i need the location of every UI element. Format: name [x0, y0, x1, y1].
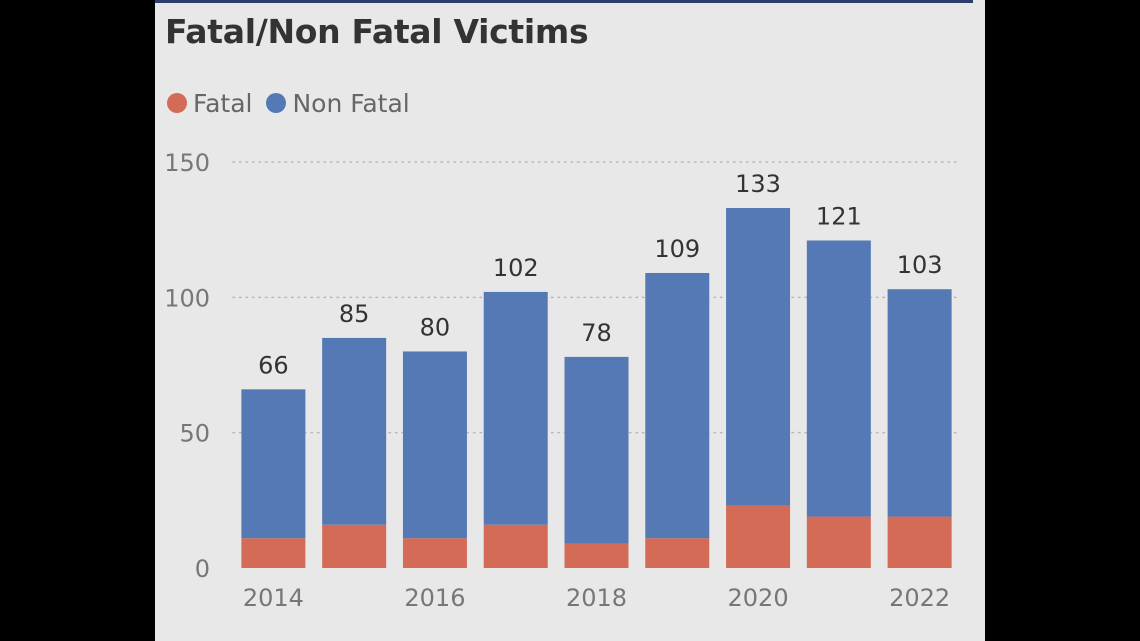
- panel-top-border: [155, 0, 973, 3]
- bar-non-fatal-2021[interactable]: [806, 240, 871, 517]
- bar-non-fatal-2017[interactable]: [483, 291, 548, 525]
- data-label-total: 102: [493, 254, 539, 282]
- bar-non-fatal-2020[interactable]: [726, 208, 791, 506]
- bar-fatal-2022[interactable]: [887, 516, 952, 568]
- bar-fatal-2015[interactable]: [322, 524, 387, 568]
- y-tick-label: 150: [164, 149, 210, 177]
- bar-fatal-2016[interactable]: [402, 538, 467, 568]
- data-label-total: 85: [339, 300, 370, 328]
- data-label-total: 109: [654, 235, 700, 263]
- bar-fatal-2014[interactable]: [241, 538, 306, 568]
- bar-fatal-2017[interactable]: [483, 524, 548, 568]
- bar-non-fatal-2019[interactable]: [645, 272, 710, 539]
- legend-item-non-fatal[interactable]: Non Fatal: [266, 88, 410, 118]
- x-tick-label: 2022: [889, 584, 950, 612]
- y-tick-label: 50: [179, 420, 210, 448]
- x-tick-label: 2018: [566, 584, 627, 612]
- bar-non-fatal-2022[interactable]: [887, 289, 952, 517]
- legend-label-non-fatal: Non Fatal: [292, 88, 410, 118]
- chart-panel: Fatal/Non Fatal Victims Fatal Non Fatal …: [155, 0, 985, 641]
- data-label-total: 80: [420, 313, 451, 341]
- legend-dot-non-fatal-icon: [266, 93, 287, 113]
- x-tick-label: 2020: [728, 584, 789, 612]
- bar-fatal-2019[interactable]: [645, 538, 710, 568]
- bar-non-fatal-2014[interactable]: [241, 389, 306, 539]
- bar-non-fatal-2015[interactable]: [322, 337, 387, 525]
- data-label-total: 66: [258, 351, 289, 379]
- bar-fatal-2018[interactable]: [564, 543, 629, 568]
- bar-chart: 0 50 100 150 66 2014 85 80 2016 102 78 2018 109 133 20…: [164, 149, 961, 612]
- bar-fatal-2021[interactable]: [806, 516, 871, 568]
- legend: Fatal Non Fatal: [167, 86, 424, 120]
- data-label-total: 121: [816, 202, 862, 230]
- chart-title: Fatal/Non Fatal Victims: [165, 12, 589, 51]
- y-tick-label: 100: [164, 284, 210, 312]
- x-tick-label: 2016: [404, 584, 465, 612]
- legend-dot-fatal-icon: [167, 93, 187, 113]
- data-label-total: 78: [581, 319, 612, 347]
- bar-fatal-2020[interactable]: [726, 505, 791, 568]
- legend-label-fatal: Fatal: [193, 88, 253, 118]
- bar-non-fatal-2016[interactable]: [402, 351, 467, 539]
- data-label-total: 133: [735, 170, 781, 198]
- x-tick-label: 2014: [243, 584, 304, 612]
- legend-item-fatal[interactable]: Fatal: [167, 89, 252, 118]
- bar-non-fatal-2018[interactable]: [564, 356, 629, 544]
- data-label-total: 103: [897, 251, 943, 279]
- y-tick-label: 0: [195, 555, 210, 583]
